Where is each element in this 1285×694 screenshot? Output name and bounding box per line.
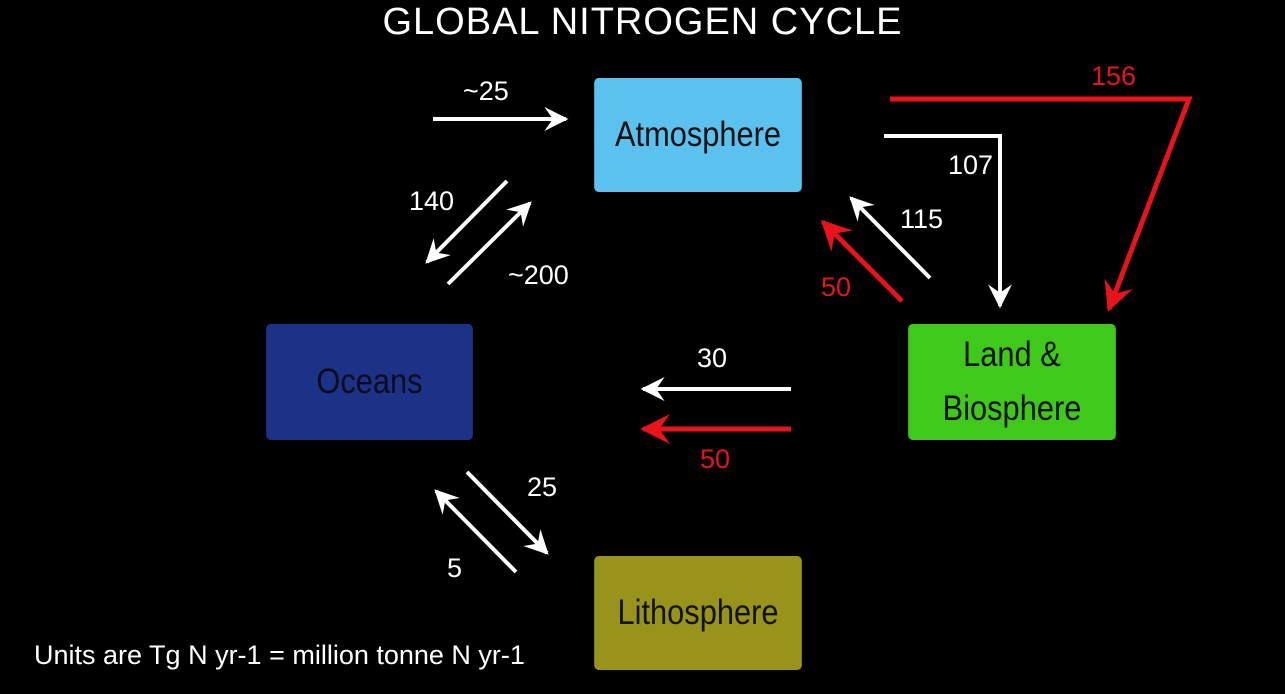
lithosphere-label: Lithosphere (617, 592, 779, 632)
flow-label-ocean-to-litho: 25 (527, 472, 558, 502)
lithosphere-box: Lithosphere (594, 556, 802, 670)
flow-label-land-to-atm-red: 50 (821, 272, 852, 302)
land-label-line2: Biosphere (942, 389, 1082, 428)
arrow-land-to-atmosphere-red (820, 219, 904, 303)
flow-label-into-atmosphere: ~25 (463, 76, 509, 106)
atmosphere-box: Atmosphere (594, 78, 802, 192)
land-label-line1: Land & (963, 334, 1061, 374)
flow-label-land-to-atm: 115 (900, 204, 944, 234)
land-biosphere-label: Land & Biosphere (943, 328, 1082, 437)
diagram-title: GLOBAL NITROGEN CYCLE (382, 1, 903, 43)
arrow-atmosphere-to-ocean (425, 179, 509, 264)
flow-label-land-to-ocean: 30 (697, 343, 728, 373)
units-note: Units are Tg N yr-1 = million tonne N yr… (34, 640, 525, 670)
arrow-ocean-to-atmosphere (446, 201, 532, 286)
arrow-atmosphere-to-land (884, 134, 1012, 309)
arrow-ocean-to-lithosphere (465, 470, 549, 555)
flow-label-litho-to-ocean: 5 (447, 553, 463, 583)
flow-label-atm-to-land: 107 (948, 150, 994, 180)
land-biosphere-box: Land & Biosphere (908, 324, 1116, 440)
arrow-lithosphere-to-ocean (434, 489, 518, 574)
oceans-label: Oceans (316, 361, 423, 401)
arrow-land-to-atmosphere (849, 196, 932, 280)
flow-label-ocean-to-atm: ~200 (508, 260, 569, 290)
atmosphere-label: Atmosphere (614, 114, 782, 154)
flow-label-atm-to-ocean: 140 (409, 186, 455, 216)
flow-label-land-to-ocean-red: 50 (700, 444, 731, 474)
oceans-box: Oceans (266, 324, 473, 440)
flow-label-atm-to-land-red: 156 (1091, 61, 1137, 91)
arrow-atmosphere-to-land-red (890, 96, 1193, 312)
